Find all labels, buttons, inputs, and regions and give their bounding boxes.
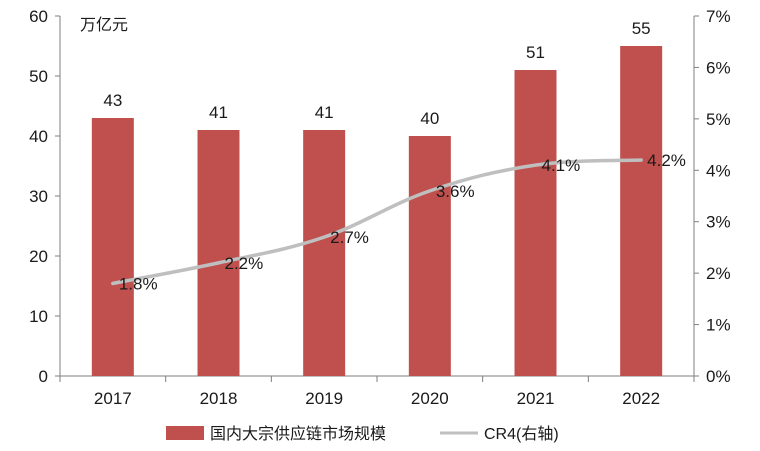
bar — [514, 70, 557, 376]
bar-value-label: 41 — [209, 103, 228, 122]
bar — [620, 46, 663, 376]
bar-value-label: 43 — [103, 91, 122, 110]
x-axis-tick-label: 2019 — [305, 389, 343, 408]
right-axis-tick-label: 0% — [706, 367, 731, 386]
cr4-point — [111, 281, 115, 285]
x-axis-tick-label: 2022 — [622, 389, 660, 408]
bar-value-label: 55 — [632, 19, 651, 38]
bars — [91, 46, 663, 376]
bar-value-label: 51 — [526, 43, 545, 62]
line-value-label: 2.7% — [330, 228, 369, 247]
right-axis-tick-label: 7% — [706, 7, 731, 26]
legend-bar-swatch — [166, 426, 204, 440]
left-axis-tick-label: 10 — [29, 307, 48, 326]
line-series — [111, 158, 643, 286]
bar — [408, 136, 451, 376]
bar — [91, 118, 134, 376]
right-axis-tick-label: 3% — [706, 213, 731, 232]
x-axis-tick-label: 2020 — [411, 389, 449, 408]
legend-line-label: CR4(右轴) — [484, 425, 559, 443]
x-axis-tick-label: 2017 — [94, 389, 132, 408]
cr4-point — [217, 261, 220, 265]
right-axis-tick-label: 5% — [706, 110, 731, 129]
cr4-point — [428, 189, 432, 193]
left-axis-tick-label: 40 — [29, 127, 48, 146]
line-value-label: 1.8% — [119, 274, 158, 293]
right-axis-tick-label: 6% — [706, 58, 731, 77]
x-axis-tick-label: 2021 — [517, 389, 555, 408]
line-value-label: 4.2% — [647, 151, 686, 170]
bar-value-label: 41 — [315, 103, 334, 122]
bar — [197, 130, 240, 376]
left-axis-tick-label: 50 — [29, 67, 48, 86]
x-axis-tick-label: 2018 — [200, 389, 238, 408]
cr4-point — [639, 158, 643, 162]
cr4-line — [111, 158, 643, 286]
cr4-point — [534, 163, 537, 167]
right-axis-tick-label: 1% — [706, 316, 731, 335]
bar — [303, 130, 346, 376]
data-labels: 43 41 41 40 51 55 1.8% 2.2% 2.7% 3.6% 4.1% 4.2% — [103, 19, 686, 293]
legend-bar-label: 国内大宗供应链市场规模 — [210, 424, 386, 443]
left-axis-unit: 万亿元 — [80, 16, 128, 34]
cr4-point — [322, 235, 326, 239]
left-axis-tick-label: 30 — [29, 187, 48, 206]
left-axis-tick-label: 60 — [29, 7, 48, 26]
legend: 国内大宗供应链市场规模 CR4(右轴) — [166, 424, 559, 443]
line-value-label: 3.6% — [436, 182, 475, 201]
right-axis-tick-label: 2% — [706, 264, 731, 283]
left-axis: 0 10 20 30 40 50 60 — [29, 7, 61, 386]
right-axis: 0% 1% 2% 3% 4% 5% 6% 7% — [693, 7, 731, 386]
bar-value-label: 40 — [420, 109, 439, 128]
left-axis-tick-label: 20 — [29, 247, 48, 266]
line-value-label: 4.1% — [542, 156, 581, 175]
line-value-label: 2.2% — [225, 254, 264, 273]
left-axis-tick-label: 0 — [39, 367, 48, 386]
x-axis: 2017 2018 2019 2020 2021 2022 — [59, 375, 695, 408]
right-axis-tick-label: 4% — [706, 161, 731, 180]
